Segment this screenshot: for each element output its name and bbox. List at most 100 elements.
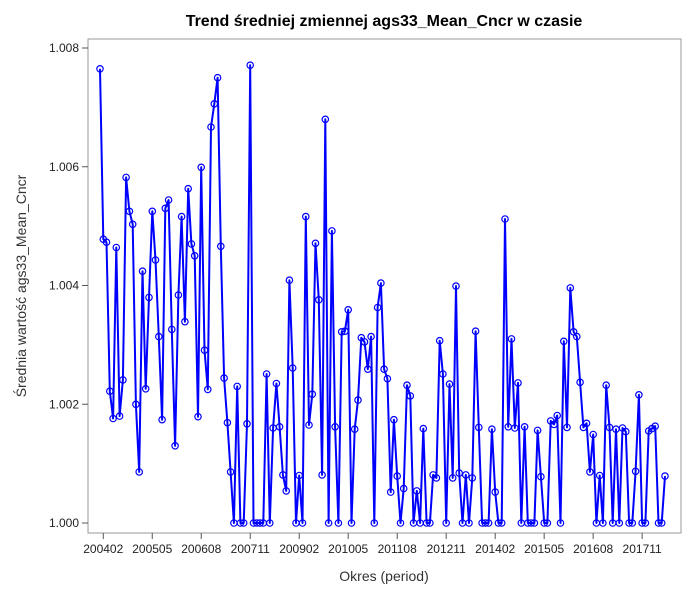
- data-point: [324, 519, 333, 527]
- data-point: [141, 384, 150, 393]
- y-tick-label: 1.008: [49, 41, 79, 55]
- data-point: [161, 204, 170, 213]
- data-point: [363, 365, 372, 374]
- data-point: [474, 423, 483, 432]
- y-tick-label: 1.000: [49, 516, 79, 530]
- x-tick-label: 200505: [132, 542, 172, 556]
- data-point: [461, 471, 470, 479]
- data-point: [239, 519, 248, 527]
- data-point: [350, 425, 359, 434]
- data-point: [556, 519, 565, 527]
- data-point: [654, 519, 663, 527]
- data-point: [530, 519, 539, 527]
- data-point: [377, 279, 385, 287]
- x-tick-label: 201211: [427, 542, 466, 556]
- data-point: [628, 519, 637, 527]
- data-point: [422, 519, 431, 527]
- data-point: [439, 370, 447, 378]
- data-point: [393, 472, 402, 480]
- y-axis: 1.000 1.002 1.004 1.006 1.008: [49, 41, 88, 530]
- data-point: [367, 332, 375, 341]
- data-point: [125, 207, 134, 216]
- data-point: [471, 327, 480, 336]
- data-point: [128, 220, 137, 229]
- x-axis-label: Okres (period): [339, 568, 428, 584]
- data-point: [559, 337, 568, 346]
- data-point: [550, 420, 558, 429]
- data-point: [122, 173, 130, 182]
- data-point: [455, 469, 464, 477]
- data-point: [497, 519, 506, 527]
- data-point: [576, 378, 584, 387]
- y-tick-label: 1.004: [49, 279, 79, 293]
- data-point: [285, 276, 294, 285]
- data-point: [589, 430, 598, 439]
- data-point: [341, 327, 349, 336]
- data-point: [514, 379, 522, 387]
- data-point: [155, 332, 163, 341]
- data-point: [272, 379, 281, 388]
- data-point: [507, 335, 516, 343]
- data-point: [501, 215, 509, 223]
- y-tick-label: 1.006: [49, 160, 79, 174]
- data-point: [488, 425, 496, 434]
- data-point: [295, 471, 304, 480]
- data-point: [102, 238, 111, 247]
- data-point: [243, 419, 251, 428]
- data-point: [540, 519, 549, 527]
- data-point: [174, 291, 183, 299]
- data-point: [465, 519, 473, 527]
- data-point: [510, 424, 519, 432]
- data-point: [168, 325, 176, 334]
- data-point: [419, 424, 428, 433]
- data-point: [537, 472, 545, 481]
- data-point: [494, 519, 503, 527]
- data-point: [452, 282, 460, 290]
- data-point: [318, 471, 326, 479]
- data-point: [210, 100, 219, 108]
- data-point: [527, 519, 535, 527]
- data-point: [553, 411, 562, 420]
- data-point: [305, 421, 313, 429]
- data-point: [138, 267, 147, 276]
- data-point: [197, 163, 206, 172]
- x-tick-label: 201711: [623, 542, 662, 556]
- data-point: [390, 415, 398, 424]
- data-point: [484, 519, 493, 527]
- data-point: [119, 376, 127, 384]
- data-point: [301, 212, 310, 221]
- data-point: [651, 422, 660, 431]
- data-point: [265, 519, 274, 527]
- data-point: [158, 415, 166, 424]
- data-point: [641, 519, 650, 527]
- data-point: [426, 519, 434, 527]
- data-point: [151, 256, 160, 264]
- data-point: [399, 484, 408, 493]
- data-point: [194, 412, 202, 421]
- data-point: [314, 295, 323, 304]
- data-point: [572, 332, 581, 341]
- data-point: [406, 392, 415, 400]
- data-point: [279, 471, 287, 479]
- data-point: [615, 519, 624, 527]
- data-point: [96, 65, 104, 73]
- plot-area: [96, 61, 669, 527]
- data-point: [432, 474, 441, 482]
- data-point: [207, 123, 215, 131]
- data-point: [171, 441, 179, 450]
- data-point: [204, 385, 212, 394]
- data-point: [132, 400, 140, 409]
- data-point: [184, 184, 193, 193]
- data-point: [360, 338, 369, 346]
- data-point: [256, 519, 264, 527]
- data-point: [625, 519, 633, 527]
- data-point: [543, 519, 552, 527]
- data-point: [448, 474, 457, 482]
- data-point: [282, 487, 291, 495]
- data-point: [308, 390, 317, 399]
- data-point: [200, 346, 209, 355]
- data-point: [599, 519, 607, 527]
- data-point: [288, 364, 297, 372]
- data-point: [187, 240, 196, 248]
- series-line: [99, 64, 666, 524]
